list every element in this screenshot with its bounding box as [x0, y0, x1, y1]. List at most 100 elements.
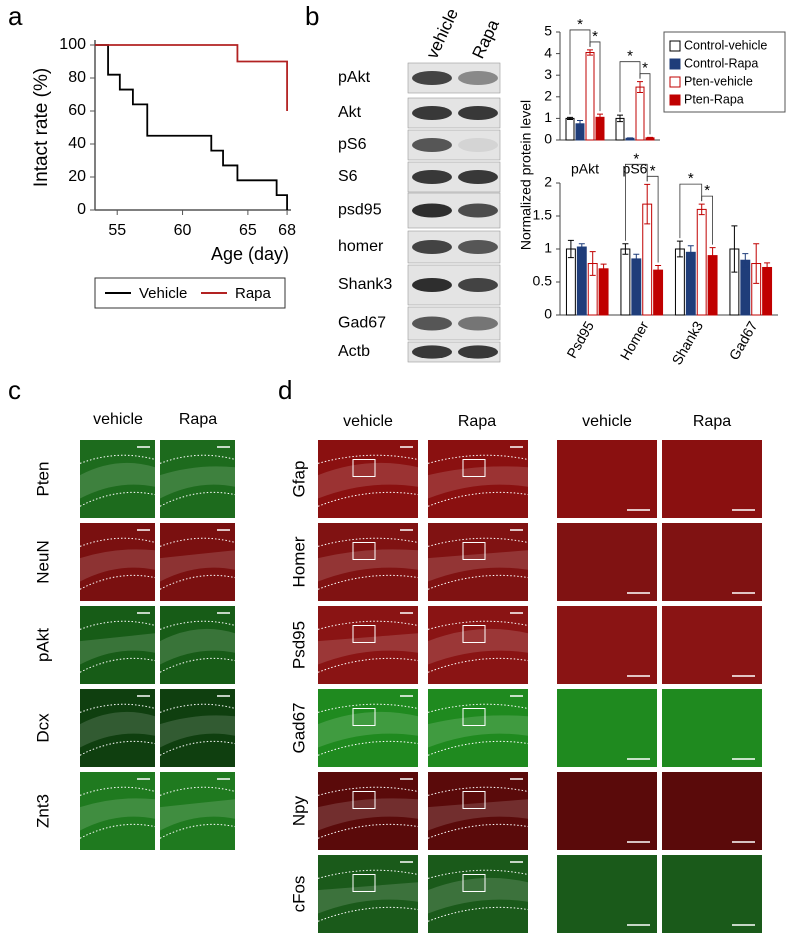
micrograph — [428, 523, 528, 601]
zoom-micrograph — [557, 523, 657, 601]
column-header: Rapa — [179, 411, 217, 428]
legend-box — [663, 31, 786, 113]
micrograph — [428, 855, 528, 933]
micrograph — [318, 440, 418, 518]
significance-bracket — [619, 61, 641, 113]
tissue-band — [428, 466, 528, 499]
x-tick-label: 55 — [108, 222, 126, 239]
layer-outline — [317, 786, 419, 839]
error-bar — [567, 116, 573, 120]
row-label: Psd95 — [289, 621, 308, 669]
row-label: Dcx — [33, 713, 52, 743]
tissue-band — [80, 798, 155, 831]
y-tick-label: 0 — [77, 201, 86, 218]
legend-label: Vehicle — [139, 285, 187, 302]
layer-outline — [159, 786, 236, 839]
bar — [631, 258, 642, 316]
zoom-micrograph — [557, 689, 657, 767]
bar — [707, 255, 718, 316]
error-bar — [587, 49, 593, 56]
zoom-micrograph — [662, 689, 762, 767]
bar — [576, 246, 587, 316]
micrograph — [318, 772, 418, 850]
tissue-band — [80, 633, 155, 665]
blot-band — [458, 240, 498, 254]
y-tick-label: 100 — [59, 36, 86, 53]
error-bar — [676, 240, 683, 258]
layer-outline — [79, 620, 156, 673]
blot-row-label: Shank3 — [338, 276, 392, 293]
legend-box — [94, 277, 286, 309]
error-bar — [617, 114, 623, 123]
significance-bracket — [639, 73, 651, 135]
y-tick-label: 5 — [544, 23, 552, 39]
y-tick-label: 1 — [544, 240, 552, 256]
micrograph — [428, 689, 528, 767]
blot-row-label: S6 — [338, 168, 358, 185]
legend-label: Control-Rapa — [684, 56, 758, 70]
y-tick-label: 40 — [68, 135, 86, 152]
panel-label: d — [278, 375, 292, 405]
blot-band — [458, 203, 498, 218]
blot-row-label: Actb — [338, 343, 370, 360]
row-label: Gfap — [289, 461, 308, 498]
error-bar — [687, 245, 694, 260]
layer-outline — [427, 786, 529, 839]
x-axis-label: Age (day) — [211, 244, 289, 264]
tissue-band — [428, 628, 528, 665]
blot-band — [458, 345, 498, 359]
micrograph — [80, 523, 155, 601]
bar — [635, 86, 645, 141]
significance-bracket — [569, 29, 591, 115]
zoom-micrograph — [557, 440, 657, 518]
significance-bracket — [646, 175, 659, 263]
micrograph — [160, 772, 235, 850]
micrograph — [428, 440, 528, 518]
micrograph — [160, 606, 235, 684]
bar — [674, 248, 685, 316]
significance-label: * — [592, 28, 598, 45]
zoom-micrograph — [662, 855, 762, 933]
zoom-micrograph — [557, 606, 657, 684]
blot-row-label: homer — [338, 238, 384, 255]
bar — [685, 251, 696, 316]
error-bar — [567, 239, 574, 259]
layer-outline — [159, 620, 236, 673]
layer-outline — [427, 454, 529, 507]
survival-line — [95, 44, 288, 111]
panel-label: a — [8, 1, 23, 31]
row-label: pAkt — [33, 628, 52, 662]
layer-outline — [79, 454, 156, 507]
layer-outline — [79, 786, 156, 839]
zoom-micrograph — [662, 772, 762, 850]
error-bar — [753, 243, 760, 284]
zoom-box — [462, 459, 486, 477]
blot-band — [412, 240, 452, 254]
layer-outline — [427, 537, 529, 590]
column-header: Rapa — [458, 413, 496, 430]
error-bar — [589, 251, 596, 276]
zoom-box — [352, 791, 376, 809]
tissue-band — [160, 466, 235, 499]
blot-band — [412, 71, 452, 85]
error-bar — [633, 253, 640, 265]
layer-outline — [79, 537, 156, 590]
blot-band — [458, 316, 498, 331]
tissue-band — [428, 550, 528, 582]
error-bar — [577, 120, 583, 128]
legend-label: Pten-vehicle — [684, 74, 753, 88]
column-header: vehicle — [343, 413, 393, 430]
legend-label: Rapa — [235, 285, 272, 302]
legend-swatch — [669, 76, 681, 88]
tissue-band — [160, 628, 235, 665]
column-header: vehicle — [582, 413, 632, 430]
tissue-band — [428, 877, 528, 914]
row-label: Gad67 — [289, 702, 308, 753]
layer-outline — [427, 869, 529, 922]
zoom-box — [352, 625, 376, 643]
layer-outline — [317, 454, 419, 507]
column-header: Rapa — [693, 413, 731, 430]
layer-outline — [159, 537, 236, 590]
micrograph — [160, 523, 235, 601]
significance-label: * — [627, 48, 633, 65]
